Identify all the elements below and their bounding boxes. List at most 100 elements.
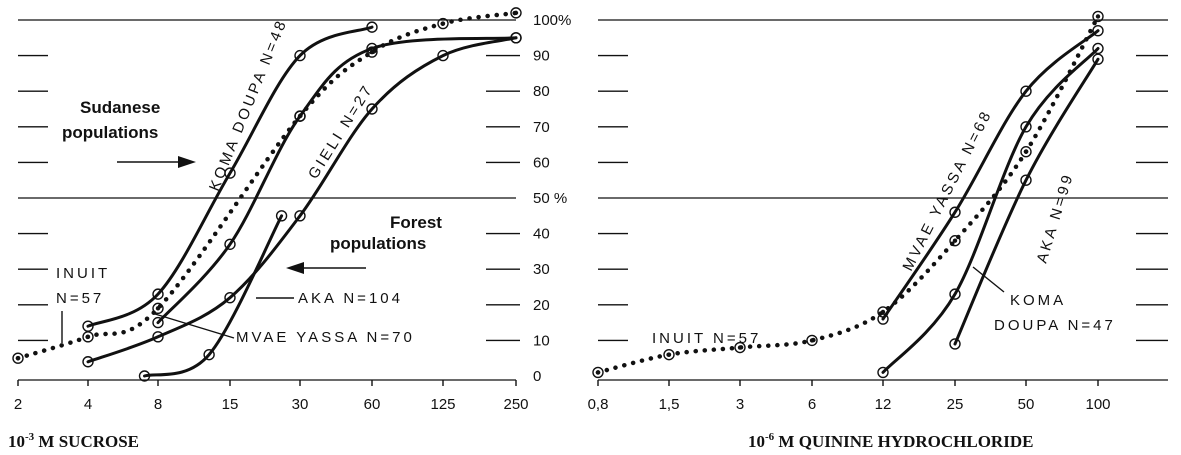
inuit-n-57-point-center <box>155 306 161 311</box>
koma-doupa-n-48-point <box>366 21 378 33</box>
inuit-n-57-point <box>663 348 675 361</box>
mvae-yassa-n-68-point <box>1092 24 1104 37</box>
koma-doupa-n-48-point <box>224 167 236 179</box>
y-tick-label: 100% <box>533 12 571 29</box>
inuit-n-57-point-center <box>85 334 91 340</box>
sucrose-panel: 2 4 8 15 30 60 125 250 <box>12 7 529 413</box>
x-tick-label: 30 <box>292 396 309 413</box>
inuit-n-57-point <box>366 46 378 58</box>
inuit-n-57-point <box>949 235 961 247</box>
x-tick-label: 8 <box>154 396 162 413</box>
aka-sucrose-label: AKA N=104 <box>298 290 403 307</box>
aka-n-99-point <box>877 366 889 379</box>
koma-doupa-quinine-label-line2: DOUPA N=47 <box>994 317 1116 334</box>
inuit-n-57-point <box>294 110 306 122</box>
y-tick-label: 20 <box>533 297 550 314</box>
aka-n-104-point <box>294 210 306 222</box>
koma-doupa-quinine-label-line1: KOMA <box>1010 292 1066 309</box>
koma-doupa-n-47-point <box>1092 53 1104 65</box>
aka-n-104-point <box>437 49 449 62</box>
koma-doupa-n-48-point <box>294 49 306 62</box>
koma-doupa-n-47-point <box>1020 174 1032 186</box>
inuit-n-57-point <box>152 302 164 315</box>
y-tick-label: 30 <box>533 261 550 278</box>
mvae-yassa-n-70-point <box>138 370 151 382</box>
mvae-yassa-sucrose-leader <box>154 313 235 339</box>
inuit-n-57-point-center <box>440 21 446 26</box>
x-tick-label: 100 <box>1085 396 1110 413</box>
aka-n-99-curve <box>881 47 1100 374</box>
y-tick-label: 50 % <box>533 190 567 207</box>
mvae-yassa-n-70-point <box>275 210 288 222</box>
x-tick-label: 4 <box>84 396 92 413</box>
gieli-n-27-point <box>152 316 164 329</box>
mvae-yassa-n-68-point <box>877 313 889 325</box>
inuit-n-57-point-center <box>513 10 519 16</box>
forest-arrow <box>286 262 366 274</box>
x-tick-label: 6 <box>808 396 816 413</box>
aka-n-104-point <box>152 331 164 343</box>
koma-doupa-n-48-point <box>152 288 164 300</box>
y-tick-label: 40 <box>533 226 550 243</box>
sudanese-label-line1: Sudanese <box>80 98 160 117</box>
aka-quinine-label: AKA N=99 <box>1034 171 1078 266</box>
inuit-n-57-point-center <box>595 370 601 375</box>
inuit-n-57-point-center <box>809 338 815 343</box>
forest-label-line2: populations <box>330 234 426 253</box>
x-tick-label: 125 <box>430 396 455 413</box>
inuit-n-57-point <box>1092 10 1104 23</box>
x-tick-label: 3 <box>736 396 744 413</box>
x-tick-label: 25 <box>947 396 964 413</box>
inuit-n-57-point <box>510 7 522 19</box>
inuit-n-57-point-center <box>952 238 958 243</box>
aka-n-104-point <box>510 32 522 44</box>
mvae-yassa-n-68-curve <box>881 29 1100 321</box>
gieli-n-27-point <box>224 238 236 250</box>
inuit-n-57-point <box>82 331 94 343</box>
inuit-n-57-point-center <box>737 345 743 350</box>
x-tick-label: 50 <box>1018 396 1035 413</box>
mvae-yassa-n-70-point <box>203 348 215 361</box>
inuit-n-57-point <box>734 341 746 354</box>
inuit-n-57-point <box>592 366 604 379</box>
aka-n-99-point <box>1020 121 1032 133</box>
y-tick-label: 80 <box>533 83 550 100</box>
x-tick-label: 0,8 <box>588 396 609 413</box>
y-tick-label: 0 <box>533 368 541 385</box>
sudanese-arrow <box>117 156 196 168</box>
inuit-n-57-point <box>806 334 818 347</box>
inuit-n-57-point-center <box>297 113 303 119</box>
inuit-sucrose-label-line1: INUIT <box>56 265 110 282</box>
y-tick-label: 60 <box>533 154 550 171</box>
inuit-n-57-point <box>1020 146 1032 158</box>
aka-n-99-point <box>949 288 961 300</box>
inuit-n-57-point <box>437 17 449 30</box>
mvae-yassa-sucrose-label: MVAE YASSA N=70 <box>236 329 415 346</box>
inuit-n-57-point <box>12 352 24 364</box>
quinine-axis-title: 10-6 M QUININE HYDROCHLORIDE <box>748 431 1033 451</box>
inuit-n-57-point-center <box>1023 149 1029 154</box>
koma-doupa-n-47-curve <box>953 57 1100 346</box>
sucrose-axis-title: 10-3 M SUCROSE <box>8 431 139 451</box>
mvae-yassa-n-70-curve <box>143 214 284 378</box>
aka-n-104-point <box>224 291 236 304</box>
aka-n-104-point <box>366 103 378 115</box>
y-tick-label: 10 <box>533 332 550 349</box>
inuit-n-57-point-center <box>880 309 886 315</box>
x-tick-label: 60 <box>364 396 381 413</box>
x-tick-label: 15 <box>222 396 239 413</box>
aka-n-104-curve <box>86 36 518 364</box>
koma-doupa-sucrose-label: KOMA DOUPA N=48 <box>206 16 291 193</box>
quinine-panel: 0,8 1,5 3 6 12 25 50 100 0 10 20 30 40 50 % 60 70 80 90 10… <box>533 10 1168 413</box>
forest-label-line1: Forest <box>390 213 442 232</box>
sudanese-label-line2: populations <box>62 123 158 142</box>
inuit-sucrose-label-line2: N=57 <box>56 290 104 307</box>
y-tick-label: 70 <box>533 119 550 136</box>
inuit-n-57-point-center <box>666 352 672 357</box>
inuit-n-57-point-center <box>15 356 21 361</box>
inuit-n-57-point-center <box>1095 14 1101 19</box>
x-tick-label: 12 <box>875 396 892 413</box>
x-tick-label: 250 <box>503 396 528 413</box>
x-tick-label: 1,5 <box>659 396 680 413</box>
